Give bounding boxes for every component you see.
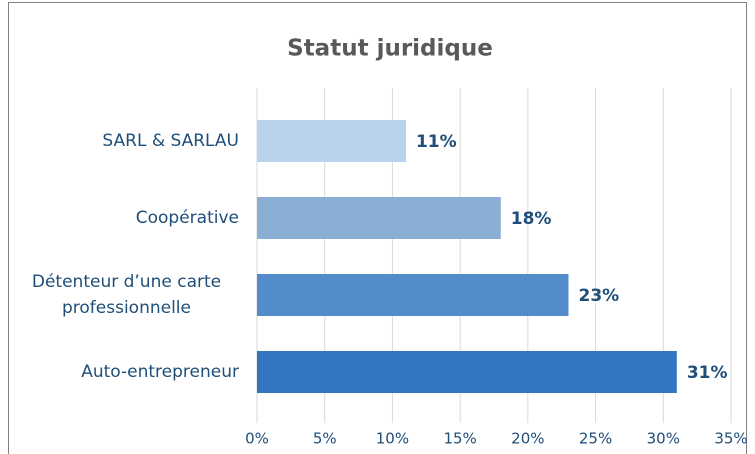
value-label: 23% (578, 286, 619, 306)
value-label: 11% (416, 132, 457, 152)
y-tick-label: Détenteur d’une carte professionnelle (31, 272, 222, 318)
value-label: 31% (687, 363, 728, 383)
y-tick-label: Auto-entrepreneur (81, 362, 239, 382)
x-tick-label: 0% (245, 430, 269, 448)
value-label: 18% (511, 209, 552, 229)
x-tick-label: 10% (376, 430, 409, 448)
x-tick-label: 15% (443, 430, 476, 448)
x-tick-label: 35% (714, 430, 747, 448)
y-tick-label: SARL & SARLAU (102, 131, 239, 151)
chart-title: Statut juridique (287, 36, 493, 62)
x-tick-label: 30% (647, 430, 680, 448)
y-tick-label: Coopérative (135, 208, 239, 228)
bar (257, 197, 501, 239)
bar (257, 351, 677, 393)
x-tick-label: 25% (579, 430, 612, 448)
bar (257, 120, 406, 162)
x-tick-label: 20% (511, 430, 544, 448)
chart-border (8, 2, 747, 454)
x-tick-label: 5% (313, 430, 337, 448)
bar (257, 274, 569, 316)
